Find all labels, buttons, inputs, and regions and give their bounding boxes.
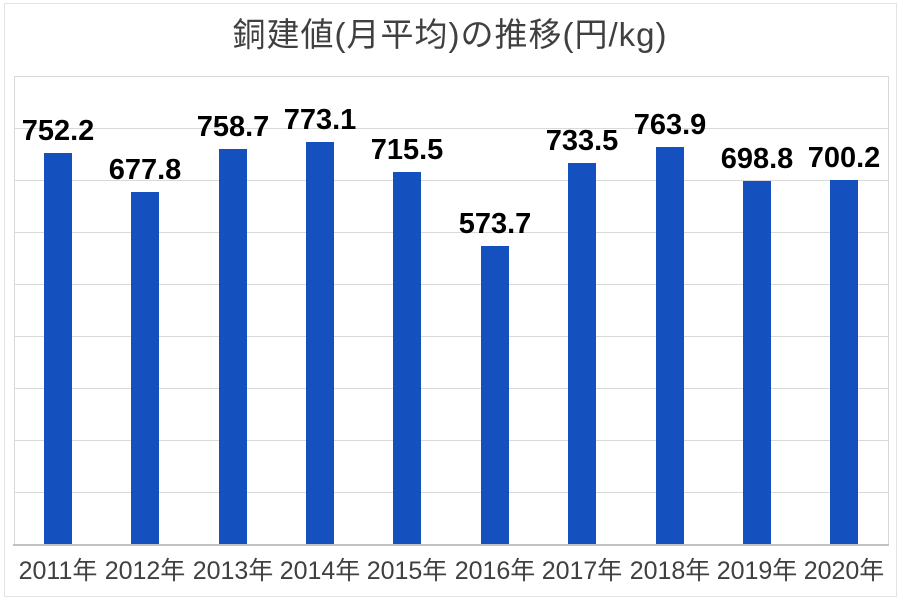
data-label-2015: 715.5 (370, 134, 444, 166)
bar-2014 (306, 142, 334, 544)
x-tick-label-2011: 2011年 (18, 557, 98, 585)
bar-2016 (481, 246, 509, 544)
gridline-800 (14, 128, 888, 129)
data-label-2017: 733.5 (545, 125, 619, 157)
gridline-200 (14, 440, 888, 441)
bar-2020 (830, 180, 858, 544)
x-tick-label-2013: 2013年 (192, 557, 274, 585)
bar-2015 (393, 172, 421, 544)
x-tick-label-2016: 2016年 (454, 557, 536, 585)
data-label-2013: 758.7 (196, 111, 270, 143)
bar-2011 (44, 153, 72, 544)
bar-2013 (219, 149, 247, 544)
gridline-300 (14, 388, 888, 389)
data-label-2014: 773.1 (283, 104, 357, 136)
x-tick-label-2019: 2019年 (716, 557, 798, 585)
gridline-100 (14, 492, 888, 493)
x-tick-label-2018: 2018年 (629, 557, 711, 585)
x-tick-label-2020: 2020年 (803, 557, 885, 585)
data-label-2019: 698.8 (720, 143, 794, 175)
bar-2012 (131, 192, 159, 544)
gridline-600 (14, 232, 888, 233)
x-axis-line (13, 544, 889, 546)
data-label-2020: 700.2 (807, 142, 881, 174)
data-label-2018: 763.9 (633, 109, 707, 141)
x-tick-label-2015: 2015年 (366, 557, 448, 585)
bar-2019 (743, 181, 771, 544)
x-tick-label-2012: 2012年 (104, 557, 186, 585)
bar-2018 (656, 147, 684, 544)
gridline-900 (14, 76, 888, 77)
data-label-2016: 573.7 (458, 208, 532, 240)
gridline-700 (14, 180, 888, 181)
data-label-2011: 752.2 (21, 115, 95, 147)
plot-border-right (888, 76, 889, 544)
bar-2017 (568, 163, 596, 544)
chart-title: 銅建値(月平均)の推移(円/kg) (232, 16, 668, 53)
gridline-500 (14, 284, 888, 285)
plot-border-left (14, 76, 15, 544)
x-tick-label-2017: 2017年 (541, 557, 623, 585)
data-label-2012: 677.8 (108, 154, 182, 186)
gridline-400 (14, 336, 888, 337)
x-tick-label-2014: 2014年 (279, 557, 361, 585)
